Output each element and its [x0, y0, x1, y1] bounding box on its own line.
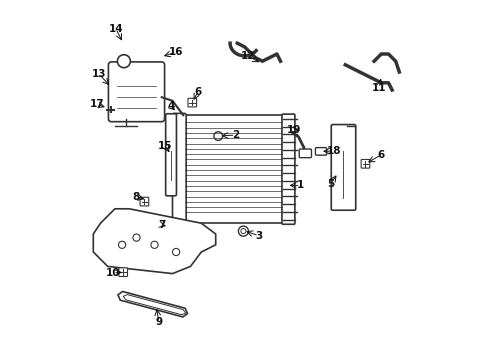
FancyBboxPatch shape	[119, 268, 127, 276]
FancyBboxPatch shape	[330, 125, 355, 210]
Text: 15: 15	[158, 141, 172, 151]
FancyBboxPatch shape	[299, 149, 311, 158]
Text: 4: 4	[167, 101, 174, 111]
Text: 6: 6	[194, 87, 201, 97]
Text: 7: 7	[158, 220, 165, 230]
Text: 12: 12	[241, 51, 255, 61]
FancyBboxPatch shape	[140, 197, 148, 206]
FancyBboxPatch shape	[108, 62, 164, 122]
Text: 6: 6	[377, 150, 384, 160]
Circle shape	[133, 234, 140, 241]
Text: 2: 2	[231, 130, 239, 140]
FancyBboxPatch shape	[165, 114, 176, 196]
Polygon shape	[93, 209, 215, 274]
Polygon shape	[118, 292, 187, 317]
Text: 18: 18	[326, 146, 340, 156]
Circle shape	[118, 241, 125, 248]
Circle shape	[241, 229, 245, 234]
Text: 16: 16	[168, 47, 183, 57]
Circle shape	[172, 248, 179, 256]
FancyBboxPatch shape	[187, 98, 196, 107]
Polygon shape	[123, 294, 185, 315]
Circle shape	[117, 55, 130, 68]
Circle shape	[238, 226, 248, 236]
FancyBboxPatch shape	[361, 159, 369, 168]
Text: 17: 17	[89, 99, 104, 109]
Text: 3: 3	[255, 231, 262, 241]
Text: 10: 10	[105, 268, 120, 278]
Text: 19: 19	[286, 125, 301, 135]
Text: 5: 5	[326, 179, 334, 189]
Text: 14: 14	[108, 24, 123, 34]
Text: 8: 8	[132, 192, 139, 202]
FancyBboxPatch shape	[282, 114, 294, 224]
FancyBboxPatch shape	[172, 113, 186, 225]
Text: 13: 13	[91, 69, 106, 79]
Circle shape	[213, 132, 222, 140]
Text: 9: 9	[155, 317, 162, 327]
Text: 1: 1	[296, 180, 304, 190]
Circle shape	[151, 241, 158, 248]
FancyBboxPatch shape	[183, 115, 284, 223]
FancyBboxPatch shape	[315, 148, 326, 155]
Text: 11: 11	[371, 83, 386, 93]
